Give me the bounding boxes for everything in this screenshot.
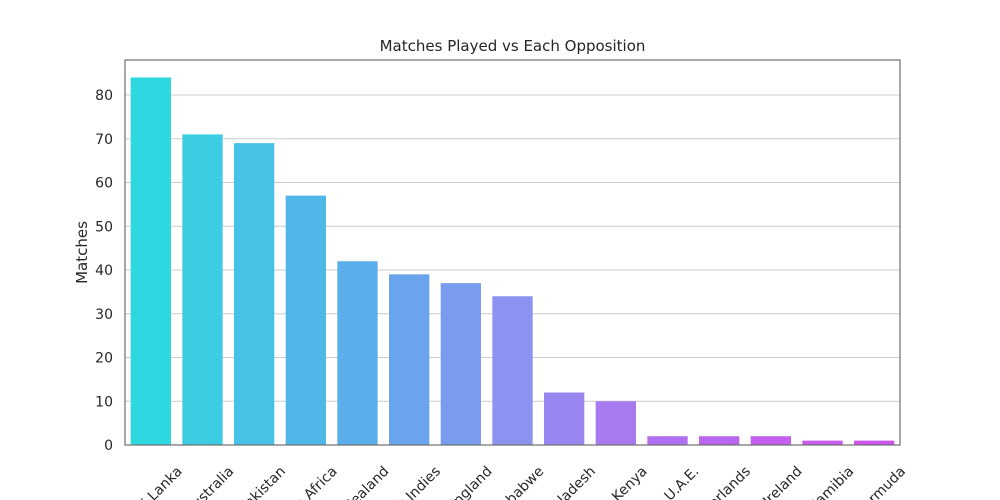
y-tick-label: 80 bbox=[95, 88, 113, 104]
bars bbox=[130, 77, 895, 445]
bar-pakistan bbox=[234, 143, 275, 445]
y-tick-label: 20 bbox=[95, 351, 113, 367]
y-tick-label: 50 bbox=[95, 219, 113, 235]
y-tick-label: 30 bbox=[95, 307, 113, 323]
bar-bermuda bbox=[854, 440, 895, 445]
x-tick-label: therlands bbox=[696, 464, 754, 500]
y-tick-label: 10 bbox=[95, 394, 113, 410]
x-tick-label: gladesh bbox=[549, 464, 599, 500]
y-tick-labels: 0 10 20 30 40 50 60 70 80 bbox=[95, 88, 113, 454]
bar-ireland bbox=[750, 436, 791, 445]
bar-england bbox=[440, 283, 481, 445]
bar-namibia bbox=[802, 440, 843, 445]
x-tick-label: Namibia bbox=[805, 464, 857, 500]
x-tick-label: mbabwe bbox=[494, 464, 548, 500]
y-tick-label: 0 bbox=[104, 438, 113, 454]
y-tick-label: 60 bbox=[95, 176, 113, 192]
bar-sri-lanka bbox=[130, 77, 171, 445]
x-tick-label: h Africa bbox=[292, 464, 341, 500]
chart-title: Matches Played vs Each Opposition bbox=[380, 37, 646, 55]
y-axis-title: Matches bbox=[73, 221, 91, 284]
y-tick-label: 70 bbox=[95, 132, 113, 148]
x-tick-label: U.A.E. bbox=[661, 464, 702, 500]
x-tick-label: Zealand bbox=[341, 464, 393, 500]
bar-south-africa bbox=[285, 195, 326, 445]
x-tick-label: Pakistan bbox=[236, 464, 289, 500]
bar-u-a-e- bbox=[647, 436, 688, 445]
plot-frame bbox=[124, 59, 901, 446]
x-tick-label: England bbox=[444, 464, 496, 500]
bar-kenya bbox=[595, 401, 636, 445]
x-tick-label: v Ireland bbox=[751, 464, 806, 500]
x-tick-label: t Indies bbox=[396, 464, 444, 500]
bar-bangladesh bbox=[544, 392, 585, 445]
x-tick-label: Australia bbox=[182, 464, 237, 500]
y-tick-label: 40 bbox=[95, 263, 113, 279]
bar-australia bbox=[182, 134, 223, 445]
bar-netherlands bbox=[699, 436, 740, 445]
bar-zimbabwe bbox=[492, 296, 533, 445]
x-tick-label: Sri Lanka bbox=[129, 464, 186, 500]
x-tick-label: Bermuda bbox=[853, 464, 909, 500]
x-tick-label: v Kenya bbox=[600, 464, 651, 500]
bar-new-zealand bbox=[337, 261, 378, 445]
bar-west-indies bbox=[389, 274, 430, 445]
